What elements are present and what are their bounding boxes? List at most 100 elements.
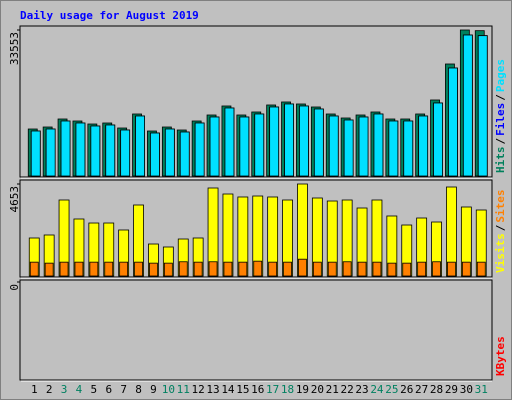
x-tick-label: 26 [400,383,413,396]
legend-label: Sites [494,190,507,223]
legend-separator: / [494,224,507,231]
bar [387,262,397,277]
y-tick-label: 33553 [8,32,21,65]
bar [104,261,114,277]
x-tick-label: 21 [326,383,339,396]
panel [19,279,493,381]
bar [476,261,486,277]
x-tick-label: 25 [385,383,398,396]
x-tick-label: 3 [61,383,68,396]
x-tick-label: 14 [221,383,235,396]
bar [254,113,265,177]
x-tick-label: 16 [251,383,264,396]
bar [163,262,173,277]
y-tick-label: 4653 [8,186,21,213]
x-tick-label: 10 [162,383,175,396]
x-tick-label: 4 [76,383,83,396]
bar [357,261,367,277]
x-tick-label: 2 [46,383,53,396]
legend-label: Visits [494,233,507,273]
bar [327,261,337,277]
bar [29,261,39,277]
legend-label: KBytes [494,336,507,376]
x-tick-label: 31 [475,383,488,396]
bar [403,120,414,177]
bar [417,261,427,277]
legend-separator: / [494,138,507,145]
x-tick-label: 20 [311,383,324,396]
bar [59,261,69,277]
x-tick-label: 19 [296,383,309,396]
x-tick-label: 1 [31,383,38,396]
bar [224,107,235,177]
bar [178,261,188,277]
x-tick-label: 12 [192,383,205,396]
bar [74,261,84,277]
bar [418,115,429,177]
legend-label: Files [494,103,507,136]
bar [299,105,309,177]
bar [194,122,205,177]
bar [328,115,339,177]
bar [105,124,116,177]
bar [342,261,352,277]
bar [358,116,369,177]
bar [402,262,412,277]
bar [388,120,399,177]
bar [179,131,190,177]
bar [462,34,473,177]
x-tick-label: 15 [236,383,249,396]
y-tick-label: 0 [8,284,21,291]
bar [120,129,131,177]
x-tick-label: 28 [430,383,443,396]
bar [372,261,382,277]
bar [433,102,443,177]
bar [45,128,56,177]
bar [75,122,86,177]
bar [312,261,322,277]
bar [134,261,143,277]
bar [253,260,263,277]
x-tick-label: 8 [135,383,142,396]
bar [268,261,278,277]
bar [223,261,233,277]
x-tick-label: 27 [415,383,428,396]
bar [193,261,203,277]
bar [60,120,71,177]
bar [30,130,41,177]
bar [447,261,456,277]
x-tick-label: 18 [281,383,294,396]
bar [313,108,324,177]
x-tick-label: 24 [370,383,384,396]
bar [283,261,292,277]
bar [461,261,471,277]
x-tick-label: 30 [460,383,473,396]
bar [149,262,158,277]
x-tick-label: 7 [120,383,127,396]
bar [89,261,99,277]
bar [239,116,250,177]
x-tick-label: 13 [206,383,219,396]
bar [209,116,220,177]
bar [298,258,307,277]
bar [477,35,488,177]
bar [44,262,54,277]
x-tick-label: 5 [91,383,98,396]
x-tick-label: 29 [445,383,458,396]
legend-label: Hits [494,147,507,174]
x-tick-label: 6 [105,383,112,396]
x-tick-label: 9 [150,383,157,396]
bar [238,261,248,277]
chart-title: Daily usage for August 2019 [20,9,199,22]
bar [208,261,218,277]
x-tick-label: 23 [355,383,368,396]
bar [164,128,175,177]
bar [373,113,384,177]
bar [119,261,129,277]
bar [432,261,441,277]
x-tick-label: 11 [177,383,190,396]
x-tick-label: 22 [341,383,354,396]
legend-label: Pages [494,59,507,92]
legend-separator: / [494,94,507,101]
bar [284,103,294,177]
